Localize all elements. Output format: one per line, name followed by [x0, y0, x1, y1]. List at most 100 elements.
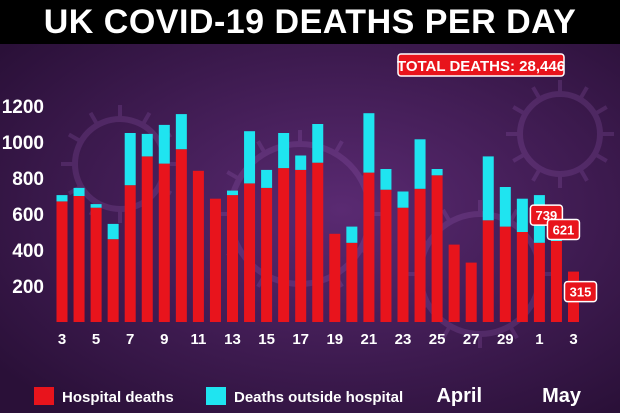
y-tick-label: 600	[12, 205, 44, 226]
total-deaths-box	[397, 53, 565, 77]
bar-hospital	[346, 242, 358, 322]
bar-hospital	[73, 196, 85, 322]
bar-hospital	[295, 169, 307, 322]
annotation-label: 621	[553, 223, 575, 238]
bar-outside	[175, 114, 187, 150]
bar-hospital	[209, 198, 221, 322]
virus-spike	[441, 208, 452, 224]
virus-spike	[256, 140, 267, 155]
bar-hospital	[380, 189, 392, 322]
x-tick-label: 15	[258, 331, 275, 348]
bar-outside	[73, 187, 85, 196]
virus-spike	[508, 208, 519, 224]
virus-spike	[578, 86, 589, 101]
x-tick-label: 25	[429, 331, 446, 348]
bar-hospital	[431, 175, 443, 322]
virus-spike	[67, 132, 83, 144]
y-tick-label: 400	[12, 241, 44, 262]
x-tick-label: 21	[361, 331, 378, 348]
virus-spike	[226, 170, 241, 181]
virus-spike	[531, 167, 542, 182]
bar-outside	[414, 139, 426, 189]
bar-outside	[56, 195, 68, 202]
bar-hospital	[278, 168, 290, 322]
bar-hospital	[482, 220, 494, 322]
bar-hospital	[244, 183, 256, 322]
x-tick-label: 23	[395, 331, 412, 348]
bar-outside	[90, 204, 102, 208]
bar-hospital	[312, 162, 324, 322]
annotation-box	[546, 218, 581, 241]
month-label: April	[436, 385, 482, 407]
bar-hospital	[448, 244, 460, 322]
x-tick-label: 11	[190, 331, 206, 348]
bar-hospital	[141, 156, 153, 322]
annotation-label: 315	[570, 285, 592, 300]
y-tick-label: 1000	[2, 133, 44, 154]
bar-outside	[261, 169, 273, 188]
x-tick-label: 19	[326, 331, 343, 348]
legend-label-outside: Deaths outside hospital	[234, 389, 403, 406]
x-tick-label: 7	[126, 331, 134, 348]
bar-outside	[295, 155, 307, 170]
bar-outside	[431, 169, 443, 176]
bar-outside	[141, 133, 153, 157]
bar-outside	[397, 191, 409, 208]
bar-hospital	[175, 149, 187, 322]
virus-spike	[88, 111, 100, 127]
bar-hospital	[550, 241, 562, 322]
bar-hospital	[56, 201, 68, 322]
bar-hospital	[499, 226, 511, 322]
y-tick-label: 800	[12, 169, 44, 190]
bar-hospital	[414, 188, 426, 322]
bar-hospital	[363, 172, 375, 322]
x-tick-label: 9	[160, 331, 168, 348]
chart-title: UK COVID-19 DEATHS PER DAY	[0, 0, 620, 44]
x-tick-label: 3	[58, 331, 66, 348]
total-deaths-callout: TOTAL DEATHS: 28,446	[397, 53, 565, 77]
virus-shape	[517, 91, 603, 177]
legend: Hospital deaths Deaths outside hospital	[34, 387, 403, 406]
month-labels: April May	[436, 385, 581, 407]
virus-spike	[512, 105, 527, 116]
x-axis-ticks: 3 5 7 9 11 13 15 17 19 21 23 25 27 29 1 3	[58, 331, 578, 348]
bar-outside	[482, 156, 494, 221]
bar-outside	[124, 133, 136, 186]
virus-spike	[333, 140, 344, 155]
bar-outside	[516, 198, 528, 232]
legend-swatch-hospital	[34, 387, 54, 405]
bar-hospital	[516, 232, 528, 322]
virus-spike	[593, 105, 608, 116]
bar-hospital	[90, 207, 102, 322]
bar-outside	[278, 133, 290, 169]
bar-outside	[363, 113, 375, 173]
bar-hospital	[397, 207, 409, 322]
bar-outside	[312, 124, 324, 163]
virus-spike	[441, 324, 452, 340]
x-tick-label: 27	[463, 331, 480, 348]
y-axis-ticks: 200 400 600 800 1000 1200	[2, 97, 44, 298]
bar-hospital	[192, 170, 204, 322]
legend-swatch-outside	[206, 387, 226, 405]
virus-spike	[508, 324, 519, 340]
bar-hospital	[124, 185, 136, 322]
bar-hospital	[329, 233, 341, 322]
bar-outside	[227, 190, 238, 196]
virus-spike	[512, 152, 527, 163]
virus-spike	[593, 152, 608, 163]
x-tick-label: 13	[224, 331, 241, 348]
legend-label-hospital: Hospital deaths	[62, 389, 174, 406]
bar-hospital	[158, 163, 170, 322]
x-tick-label: 3	[569, 331, 577, 348]
x-tick-label: 17	[292, 331, 309, 348]
bar-outside	[346, 226, 358, 243]
bar-outside	[499, 187, 511, 227]
y-tick-label: 1200	[2, 97, 44, 118]
x-tick-label: 5	[92, 331, 100, 348]
bar-outside	[244, 131, 256, 184]
bar-outside	[107, 223, 119, 240]
total-deaths-text: TOTAL DEATHS: 28,446	[397, 58, 565, 75]
